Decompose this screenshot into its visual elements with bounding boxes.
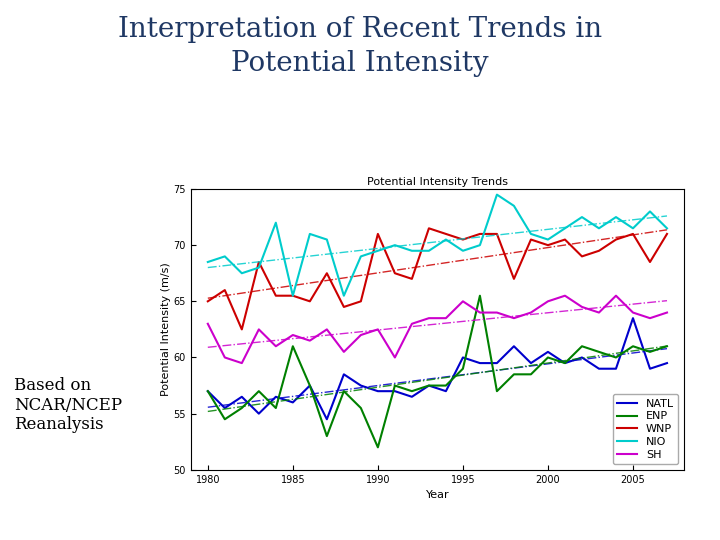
X-axis label: Year: Year [426, 490, 449, 500]
Y-axis label: Potential Intensity (m/s): Potential Intensity (m/s) [161, 262, 171, 396]
Text: Based on
NCAR/NCEP
Reanalysis: Based on NCAR/NCEP Reanalysis [14, 377, 122, 433]
Text: Interpretation of Recent Trends in
Potential Intensity: Interpretation of Recent Trends in Poten… [118, 16, 602, 77]
Title: Potential Intensity Trends: Potential Intensity Trends [367, 177, 508, 187]
Legend: NATL, ENP, WNP, NIO, SH: NATL, ENP, WNP, NIO, SH [613, 394, 678, 464]
